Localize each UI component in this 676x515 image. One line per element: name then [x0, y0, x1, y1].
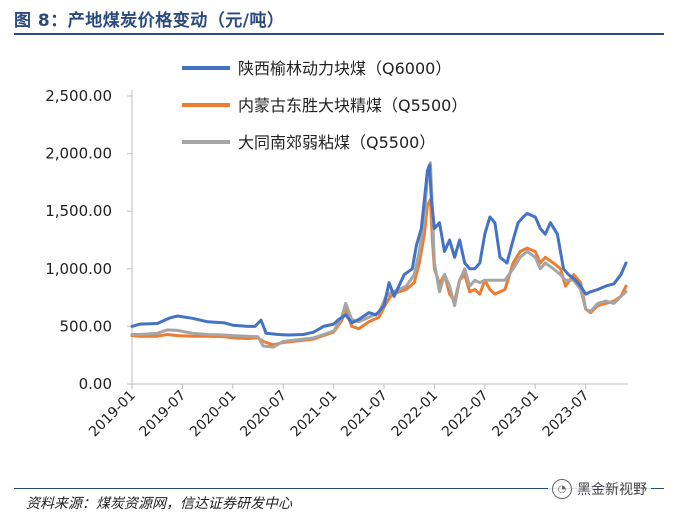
x-tick-label: 2019-01 [86, 388, 139, 441]
x-tick-label: 2023-01 [489, 388, 542, 441]
footer-divider [14, 488, 664, 489]
x-tick-label: 2022-07 [439, 388, 492, 441]
x-tick-label: 2020-07 [237, 388, 290, 441]
source-note: 资料来源：煤炭资源网，信达证券研发中心 [26, 496, 292, 512]
legend-label-2: 内蒙古东胜大块精煤（Q5500） [238, 96, 467, 115]
title-divider [14, 33, 664, 35]
x-tick-label: 2023-07 [540, 388, 593, 441]
wechat-icon: ◔ [552, 479, 572, 499]
y-tick-label: 2,000.00 [45, 145, 112, 163]
watermark: ◔ 黑金新视野 [548, 478, 651, 500]
figure-title: 图 8：产地煤炭价格变动（元/吨） [14, 11, 285, 31]
series-line-2 [130, 198, 628, 347]
x-tick-label: 2019-07 [137, 388, 190, 441]
y-tick-label: 2,500.00 [45, 87, 112, 105]
series-line-1 [130, 163, 628, 337]
legend-label-1: 陕西榆林动力块煤（Q6000） [238, 59, 451, 78]
x-tick-label: 2020-01 [187, 388, 240, 441]
y-tick-label: 0.00 [79, 375, 112, 393]
x-tick-label: 2021-01 [288, 388, 341, 441]
x-tick-label: 2022-01 [389, 388, 442, 441]
price-line-chart: 0.00 500.00 1,000.00 1,500.00 2,000.00 2,500.… [45, 59, 628, 441]
watermark-text: 黑金新视野 [577, 482, 647, 498]
series-line-3 [130, 161, 628, 349]
y-tick-label: 500.00 [60, 317, 113, 335]
y-tick-label: 1,000.00 [45, 260, 112, 278]
y-tick-label: 1,500.00 [45, 202, 112, 220]
legend-label-3: 大同南郊弱粘煤（Q5500） [238, 133, 435, 152]
x-tick-label: 2021-07 [338, 388, 391, 441]
